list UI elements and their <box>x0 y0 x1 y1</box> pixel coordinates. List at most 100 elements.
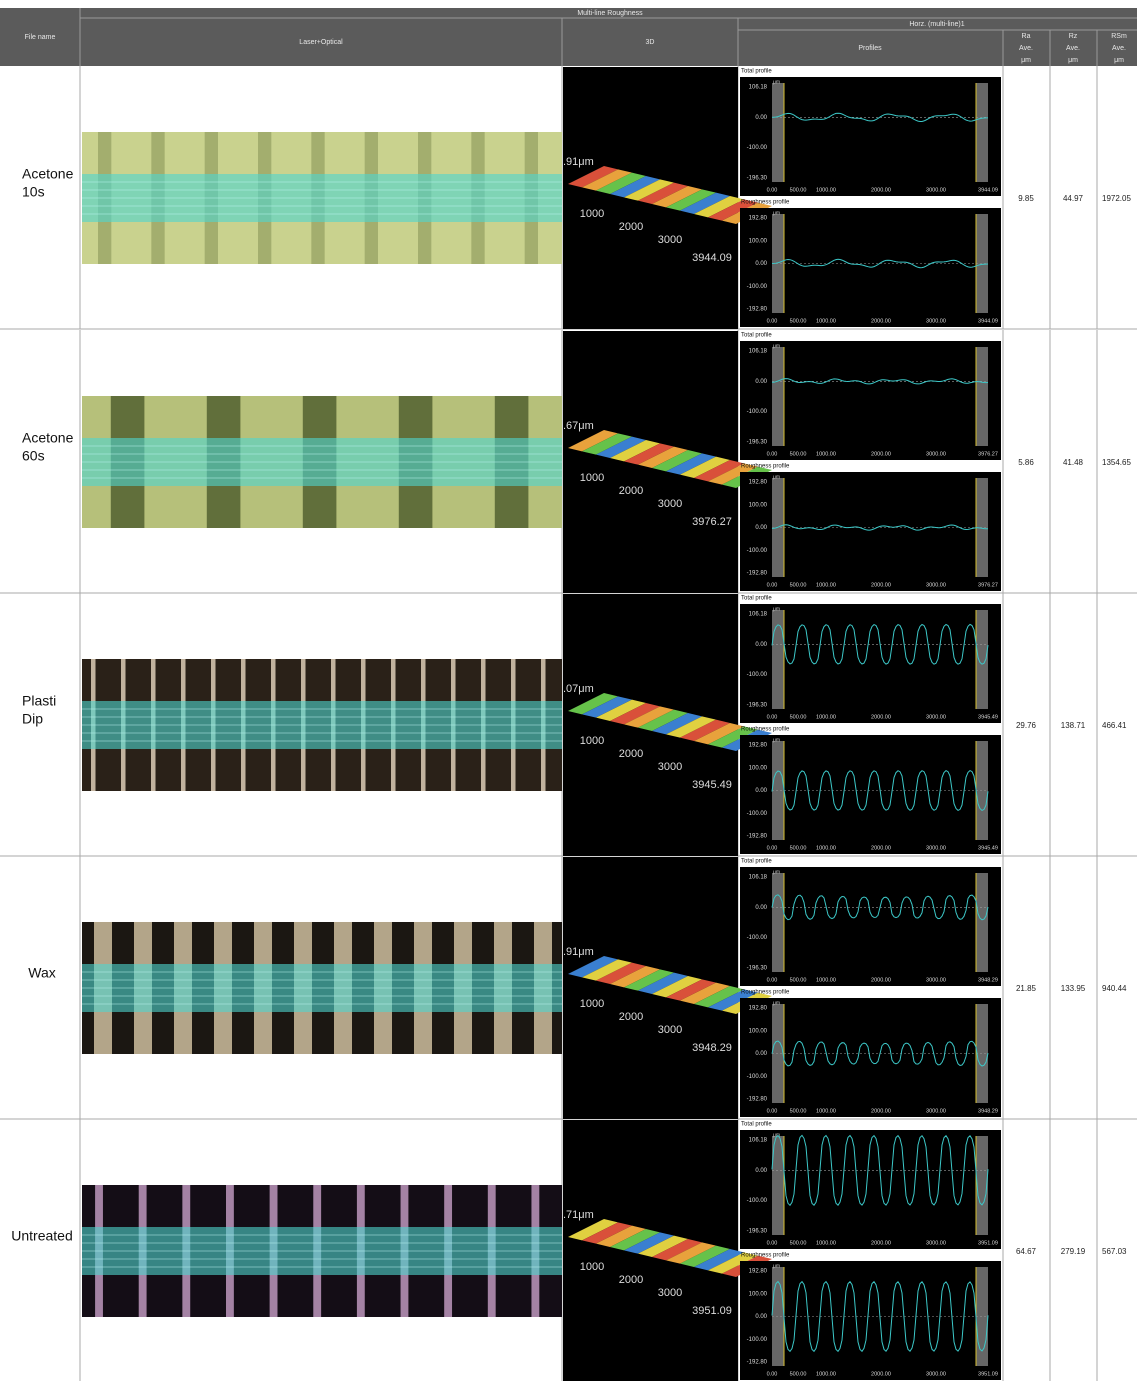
3d-surface <box>568 693 772 751</box>
profile-margin <box>772 347 784 446</box>
3d-strip <box>666 716 716 738</box>
roughness-value: 1354.65 <box>1102 458 1131 467</box>
profile-y-tick: -100.00 <box>747 145 768 151</box>
3d-strip <box>624 706 674 728</box>
profile-x-tick: 3000.00 <box>926 187 946 193</box>
profile-x-end: 3948.29 <box>978 1108 998 1114</box>
profile-y-tick: -196.30 <box>747 703 768 709</box>
3d-tick: 3000 <box>658 761 682 773</box>
3d-strip <box>596 699 646 721</box>
3d-tick: 3000 <box>658 234 682 246</box>
profile-x-tick: 0.00 <box>767 187 778 193</box>
sample-name: Dip <box>22 711 43 727</box>
3d-strip <box>624 969 674 991</box>
3d-strip <box>596 436 646 458</box>
profile-x-tick: 2000.00 <box>871 582 891 588</box>
roughness-value: 279.19 <box>1061 1247 1086 1256</box>
column-stat: Ave. <box>1066 45 1080 52</box>
profile-x-tick: 500.00 <box>790 582 807 588</box>
profile-y-tick: -192.80 <box>747 1360 768 1366</box>
column-unit: μm <box>1021 57 1031 64</box>
profile-y-tick: 106.18 <box>749 85 768 91</box>
profile-y-tick: -100.00 <box>747 935 768 941</box>
profile-curve <box>771 1280 989 1353</box>
profile-y-tick: 0.00 <box>755 379 767 385</box>
profile-x-end: 3945.49 <box>978 714 998 720</box>
3d-tick: 1000 <box>580 1261 604 1273</box>
profile-y-tick: 100.00 <box>749 502 768 508</box>
roughness-value: 940.44 <box>1102 984 1127 993</box>
3d-tick: 2000 <box>619 748 643 760</box>
3d-strip <box>694 986 744 1008</box>
3d-strip <box>568 430 618 452</box>
profile-y-tick: -100.00 <box>747 811 768 817</box>
profile-x-tick: 1000.00 <box>816 714 836 720</box>
profile-y-tick: 0.00 <box>755 525 767 531</box>
profile-x-tick: 0.00 <box>767 714 778 720</box>
profile-title: Roughness profile <box>741 200 790 206</box>
roughness-value: 64.67 <box>1016 1247 1037 1256</box>
3d-strip <box>624 1232 674 1254</box>
3d-strip <box>638 1235 688 1257</box>
unit: μm <box>773 737 780 743</box>
profile-x-end: 3944.09 <box>978 318 998 324</box>
header-3d: 3D <box>646 39 655 46</box>
profile-x-end: 3951.09 <box>978 1240 998 1246</box>
profile-x-tick: 3000.00 <box>926 977 946 983</box>
profile-x-tick: 2000.00 <box>871 187 891 193</box>
unit: μm <box>773 343 780 349</box>
profile-x-tick: 0.00 <box>767 845 778 851</box>
3d-tick: 1000 <box>580 472 604 484</box>
3d-strip <box>652 713 702 735</box>
roughness-value: 466.41 <box>1102 721 1127 730</box>
column-stat: Ave. <box>1019 45 1033 52</box>
profile-title: Roughness profile <box>741 990 790 996</box>
roughness-value: 5.86 <box>1018 458 1034 467</box>
profile-curve <box>771 1134 989 1207</box>
3d-tick: 1000 <box>580 735 604 747</box>
3d-strip <box>568 166 618 188</box>
3d-strip <box>582 169 632 191</box>
profile-x-tick: 1000.00 <box>816 1240 836 1246</box>
profile-x-tick: 500.00 <box>790 318 807 324</box>
profile-curve <box>771 258 989 269</box>
profile-y-tick: -100.00 <box>747 1198 768 1204</box>
profile-x-tick: 2000.00 <box>871 318 891 324</box>
profile-x-tick: 1000.00 <box>816 977 836 983</box>
header-group: Multi-line Roughness <box>577 10 643 17</box>
profile-y-tick: 0.00 <box>755 905 767 911</box>
profile-x-end: 3976.27 <box>978 451 998 457</box>
profile-x-tick: 0.00 <box>767 451 778 457</box>
roughness-value: 133.95 <box>1061 984 1086 993</box>
3d-strip <box>638 972 688 994</box>
3d-strip <box>680 456 730 478</box>
profile-curve <box>771 112 988 122</box>
profile-x-tick: 500.00 <box>790 714 807 720</box>
3d-strip <box>666 453 716 475</box>
3d-strip <box>652 976 702 998</box>
profile-y-tick: 0.00 <box>755 642 767 648</box>
profile-x-tick: 500.00 <box>790 845 807 851</box>
profile-title: Roughness profile <box>741 727 790 733</box>
profile-y-tick: 0.00 <box>755 261 767 267</box>
3d-tick: 2000 <box>619 1011 643 1023</box>
profile-x-tick: 1000.00 <box>816 318 836 324</box>
sample-name: Plasti <box>22 693 56 709</box>
3d-strip <box>638 182 688 204</box>
3d-strip <box>666 1242 716 1264</box>
profile-title: Total profile <box>741 69 772 75</box>
profile-x-end: 3945.49 <box>978 845 998 851</box>
profile-title: Total profile <box>741 859 772 865</box>
3d-strip <box>582 1222 632 1244</box>
profile-x-tick: 3000.00 <box>926 582 946 588</box>
3d-strip <box>666 189 716 211</box>
profile-x-tick: 1000.00 <box>816 451 836 457</box>
profile-y-tick: 0.00 <box>755 115 767 121</box>
header-horz: Horz. (multi-line)1 <box>909 21 964 28</box>
unit: μm <box>773 210 780 216</box>
profile-y-tick: -192.80 <box>747 571 768 577</box>
3d-tick: 1000 <box>580 208 604 220</box>
profile-y-tick: -196.30 <box>747 966 768 972</box>
profile-x-tick: 0.00 <box>767 1108 778 1114</box>
3d-strip <box>624 443 674 465</box>
